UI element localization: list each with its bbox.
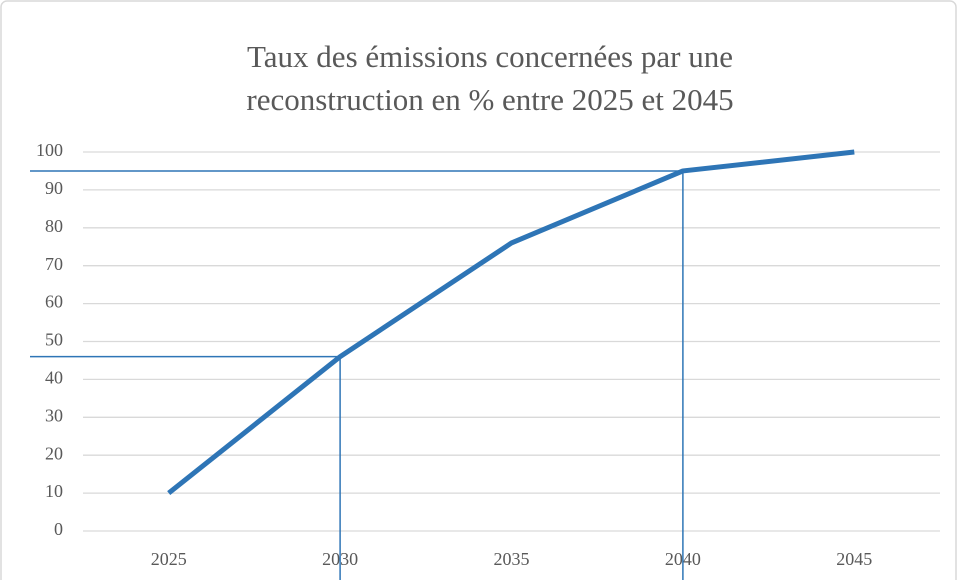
y-tick-label: 30 <box>45 405 63 425</box>
y-tick-label: 80 <box>45 216 63 236</box>
y-tick-label: 40 <box>45 368 63 388</box>
y-tick-label: 100 <box>36 140 63 160</box>
chart-title: Taux des émissions concernées par une <box>247 39 733 74</box>
x-tick-label: 2025 <box>151 549 187 569</box>
x-tick-label: 2045 <box>836 549 872 569</box>
y-tick-label: 60 <box>45 292 63 312</box>
y-tick-label: 20 <box>45 443 63 463</box>
y-tick-label: 90 <box>45 178 63 198</box>
x-tick-label: 2035 <box>494 549 530 569</box>
y-tick-label: 10 <box>45 481 63 501</box>
y-tick-label: 0 <box>54 519 63 539</box>
data-line <box>167 149 855 496</box>
chart-title: reconstruction en % entre 2025 et 2045 <box>246 82 733 117</box>
y-tick-label: 50 <box>45 330 63 350</box>
y-tick-label: 70 <box>45 254 63 274</box>
